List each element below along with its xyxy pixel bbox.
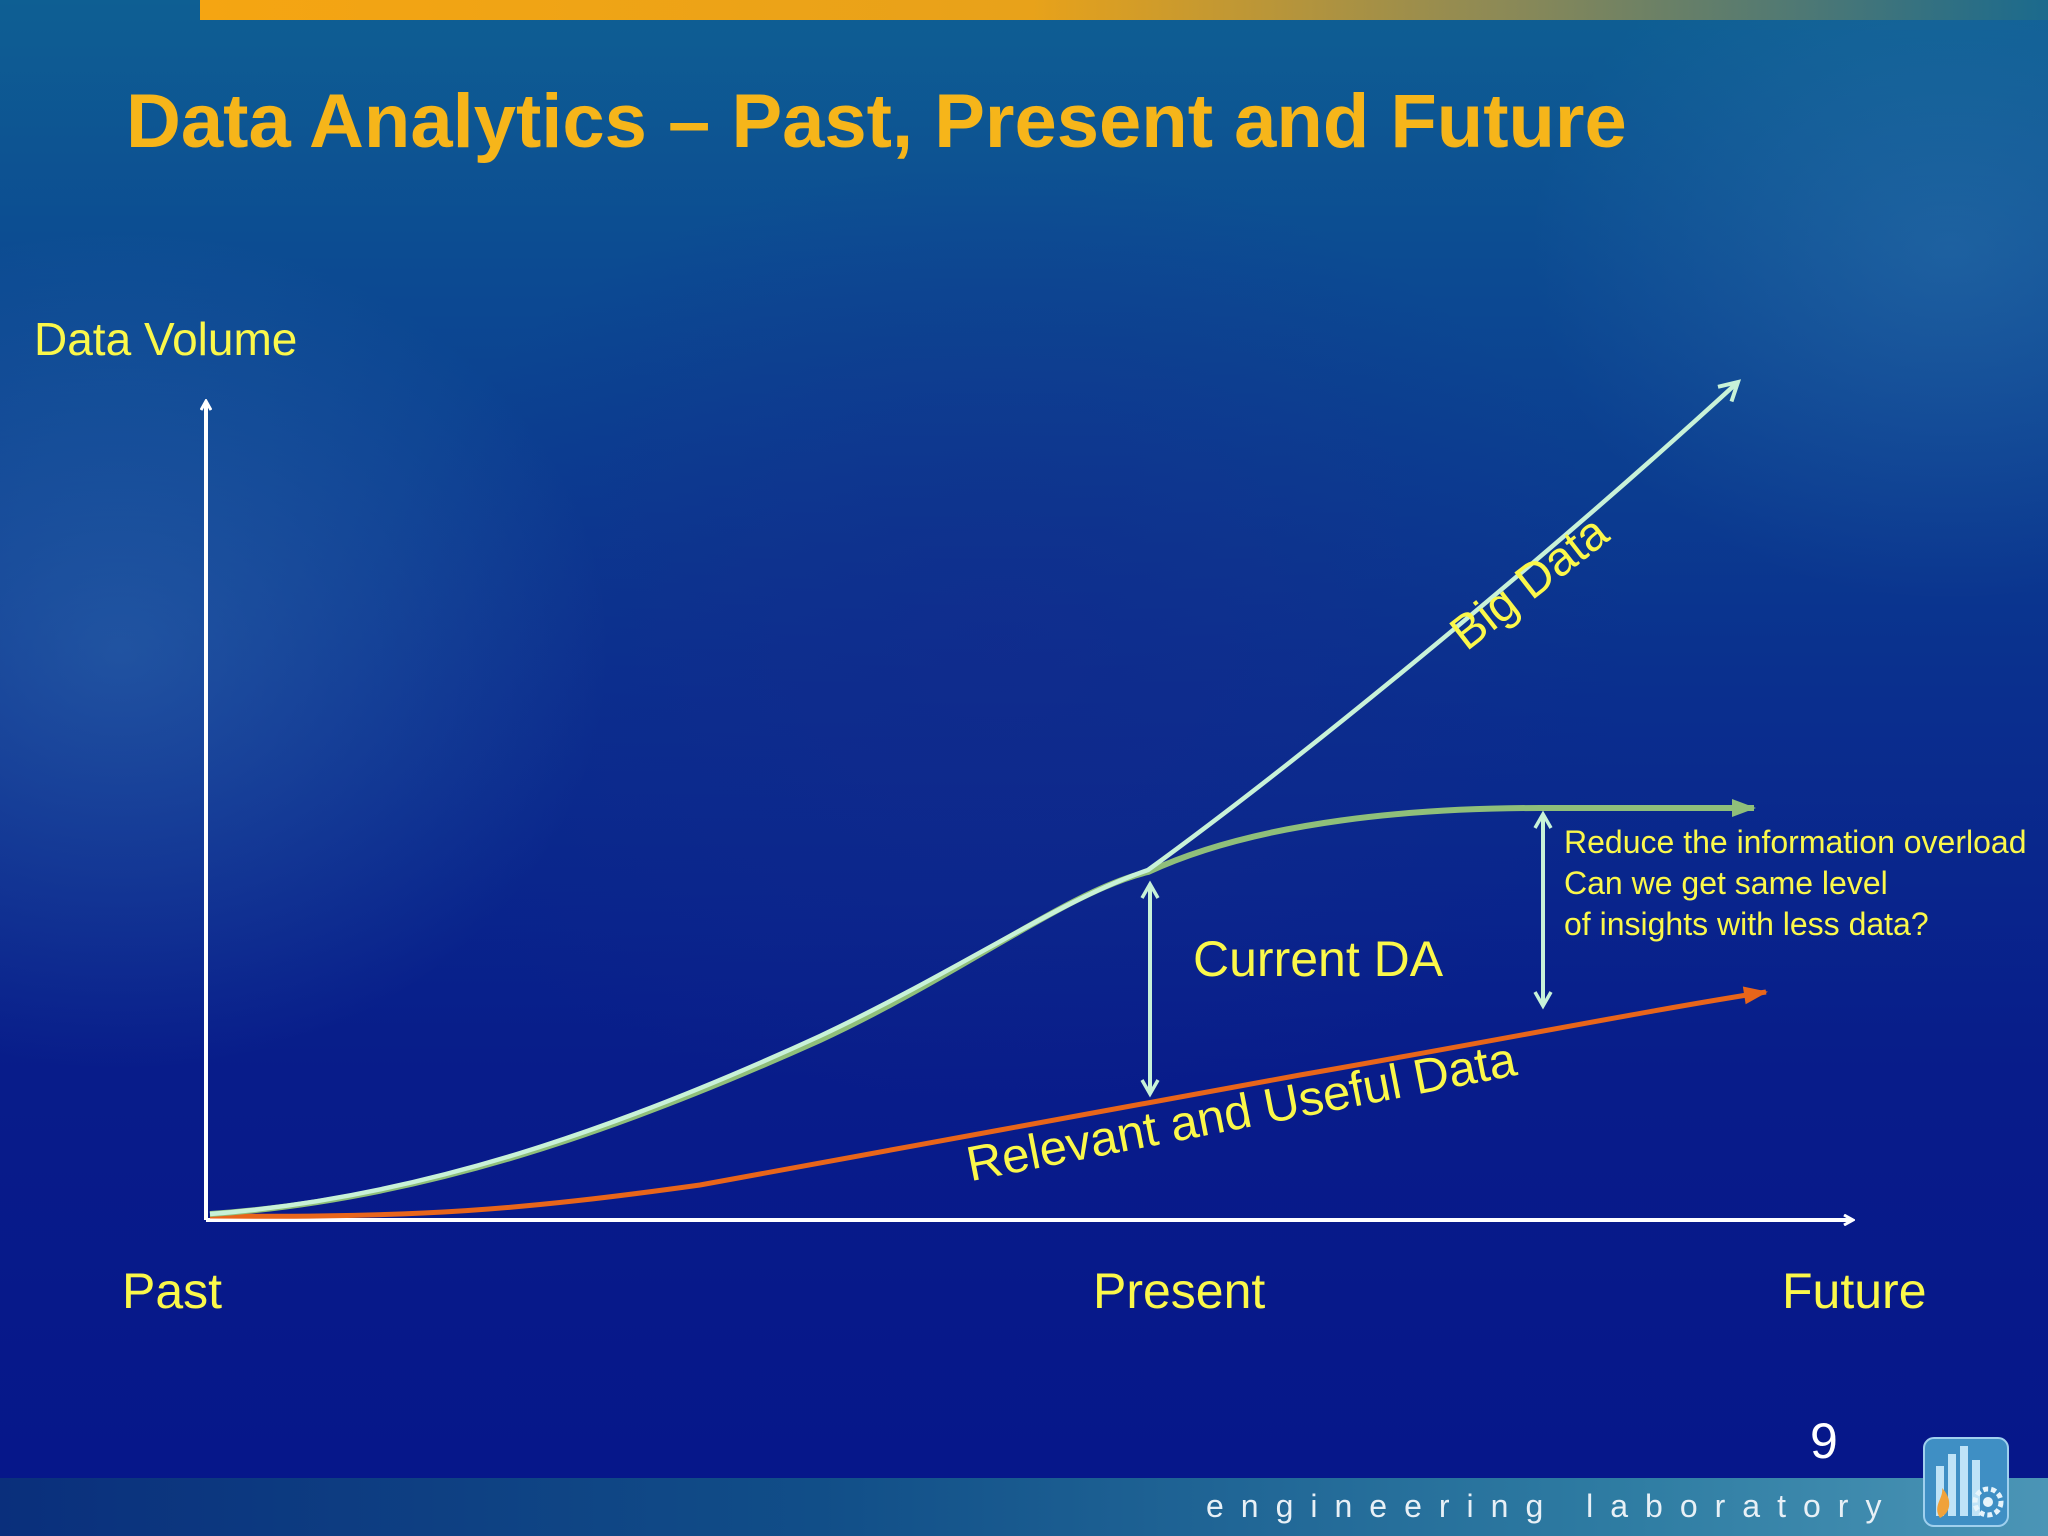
x-axis-label-present: Present xyxy=(1093,1263,1266,1319)
accent-bar xyxy=(200,0,2048,20)
x-axis-label-past: Past xyxy=(122,1263,223,1319)
overload-note-line: Can we get same level xyxy=(1564,865,1888,901)
relevant-data-curve xyxy=(209,986,1768,1219)
engineering-lab-logo-icon xyxy=(1923,1437,2009,1527)
page-number: 9 xyxy=(1810,1413,1838,1469)
overload-note-line: Reduce the information overload xyxy=(1564,824,2027,860)
slide-title: Data Analytics – Past, Present and Futur… xyxy=(126,79,1627,164)
footer-text: engineering laboratory xyxy=(1206,1488,1899,1524)
y-axis-label: Data Volume xyxy=(34,313,298,365)
footer-band xyxy=(0,1478,2048,1536)
x-axis-label-future: Future xyxy=(1782,1263,1927,1319)
overload-note-line: of insights with less data? xyxy=(1564,906,1929,942)
big-data-curve xyxy=(209,382,1738,1217)
current-da-label: Current DA xyxy=(1193,931,1444,987)
overload-note: Reduce the information overload Can we g… xyxy=(1564,822,2027,945)
